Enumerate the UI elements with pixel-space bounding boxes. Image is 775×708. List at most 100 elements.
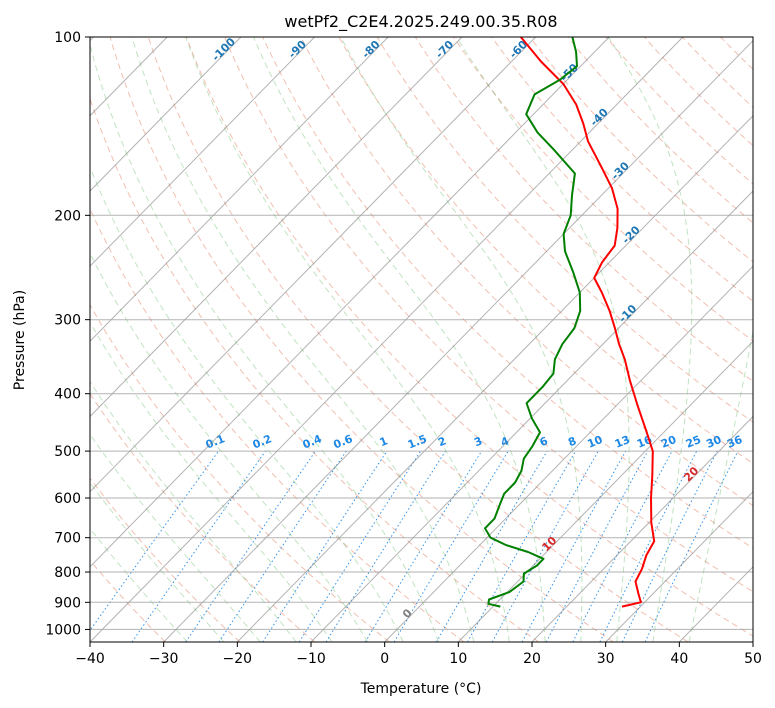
y-tick-label: 200 xyxy=(54,208,81,224)
mixing-ratio-line xyxy=(435,450,548,642)
isotherm-label: 10 xyxy=(539,534,559,554)
mixing-ratio-label: 2 xyxy=(436,434,448,449)
dry-adiabat xyxy=(109,37,614,642)
y-tick-label: 500 xyxy=(54,444,81,460)
mixing-ratio-label: 4 xyxy=(499,434,511,449)
mixing-ratio-label: 1 xyxy=(378,434,390,449)
mixing-ratio-line xyxy=(521,450,627,642)
y-tick-label: 100 xyxy=(54,30,81,46)
mixing-ratio-line xyxy=(621,450,718,642)
mixing-ratio-line xyxy=(298,450,422,642)
dry-adiabat xyxy=(90,477,241,642)
x-tick-label: −20 xyxy=(223,651,253,667)
plot-area: 0.1 0.2 0.4 0.6 1 1.5 2 3 4 6 8 10 13 16 20 25 30 36-100-… xyxy=(90,24,775,642)
moist-adiabat xyxy=(90,380,297,642)
isotherm-label: -30 xyxy=(609,159,632,182)
isotherm-label: 20 xyxy=(681,464,701,484)
isotherm-label: -90 xyxy=(286,38,309,61)
isotherm-line xyxy=(531,415,753,642)
isotherm-line xyxy=(90,37,610,568)
isotherm-line xyxy=(90,37,463,418)
dry-adiabat xyxy=(338,37,753,465)
mixing-ratio-line xyxy=(545,450,649,642)
dry-adiabat xyxy=(90,303,390,642)
dry-adiabat xyxy=(605,37,753,185)
y-tick-label: 900 xyxy=(54,595,81,611)
dry-adiabat xyxy=(719,37,753,70)
y-axis-label: Pressure (hPa) xyxy=(12,290,28,390)
y-tick-label: 1000 xyxy=(45,622,81,638)
mixing-ratio-line xyxy=(599,450,698,642)
mixing-ratio-line xyxy=(572,450,673,642)
isotherm-label: -60 xyxy=(507,38,530,61)
mixing-ratio-label: 0.1 xyxy=(204,432,227,451)
moist-adiabat xyxy=(185,37,510,642)
mixing-ratio-line xyxy=(364,450,483,642)
mixing-ratio-label: 25 xyxy=(684,433,703,451)
x-tick-label: 10 xyxy=(449,651,467,667)
dry-adiabat xyxy=(262,37,753,549)
isotherm-line xyxy=(678,566,753,642)
mixing-ratio-label: 0.2 xyxy=(251,432,274,451)
mixing-ratio-line xyxy=(90,450,220,632)
dry-adiabat xyxy=(490,37,753,302)
x-axis-label: Temperature (°C) xyxy=(360,681,482,697)
dry-adiabat xyxy=(90,97,540,642)
dry-adiabat xyxy=(300,37,753,507)
dry-adiabat xyxy=(452,37,753,342)
isotherm-line xyxy=(752,641,753,642)
dry-adiabat xyxy=(376,37,753,423)
mixing-ratio-label: 36 xyxy=(725,433,744,451)
dry-adiabat xyxy=(529,37,753,263)
mixing-ratio-line xyxy=(262,450,388,642)
moist-adiabat xyxy=(131,37,475,642)
isotherm-line xyxy=(90,37,684,642)
moist-adiabat xyxy=(90,527,188,642)
x-tick-label: 0 xyxy=(380,651,389,667)
moist-adiabat xyxy=(455,37,630,642)
dewpoint-profile xyxy=(484,37,582,608)
x-tick-label: 50 xyxy=(744,651,762,667)
mixing-ratio-line xyxy=(131,450,266,642)
plot-frame xyxy=(89,36,754,643)
isotherm-line xyxy=(457,340,753,642)
x-tick-label: 30 xyxy=(597,651,615,667)
mixing-ratio-label: 0.4 xyxy=(301,432,324,451)
isotherm-label: -80 xyxy=(359,38,382,61)
isotherm-line xyxy=(236,115,753,642)
isotherm-label: -40 xyxy=(588,106,611,129)
isotherm-line xyxy=(90,37,536,493)
dry-adiabat xyxy=(414,37,753,382)
mixing-ratio-label: 20 xyxy=(659,433,678,451)
dry-adiabat xyxy=(746,24,775,642)
isotherm-line xyxy=(90,37,242,192)
mixing-ratio-label: 13 xyxy=(613,433,632,451)
x-tick-label: −40 xyxy=(75,651,105,667)
dry-adiabat xyxy=(681,37,753,109)
isotherm-line xyxy=(310,190,753,642)
dry-adiabat xyxy=(147,37,689,642)
moist-adiabat xyxy=(607,37,693,642)
mixing-ratio-label: 10 xyxy=(585,433,604,451)
mixing-ratio-line xyxy=(185,450,316,642)
dry-adiabat xyxy=(185,37,753,637)
moist-adiabat xyxy=(90,42,439,642)
y-tick-label: 400 xyxy=(54,387,81,403)
mixing-ratio-label: 6 xyxy=(538,434,550,449)
x-tick-label: −30 xyxy=(149,651,179,667)
moist-adiabat xyxy=(90,321,333,642)
isotherm-line xyxy=(90,37,315,267)
isotherm-line xyxy=(605,490,753,642)
y-tick-label: 700 xyxy=(54,531,81,547)
moist-adiabat xyxy=(90,252,369,642)
mixing-ratio-label: 1.5 xyxy=(406,432,429,451)
isotherm-label: -10 xyxy=(616,302,639,325)
chart-title: wetPf2_C2E4.2025.249.00.35.R08 xyxy=(284,12,557,32)
isotherm-line xyxy=(384,265,753,642)
moist-adiabat xyxy=(253,37,546,642)
mixing-ratio-label: 30 xyxy=(704,433,723,451)
y-tick-label: 300 xyxy=(54,313,81,329)
isotherm-label: -70 xyxy=(433,38,456,61)
dry-adiabat xyxy=(90,207,465,642)
